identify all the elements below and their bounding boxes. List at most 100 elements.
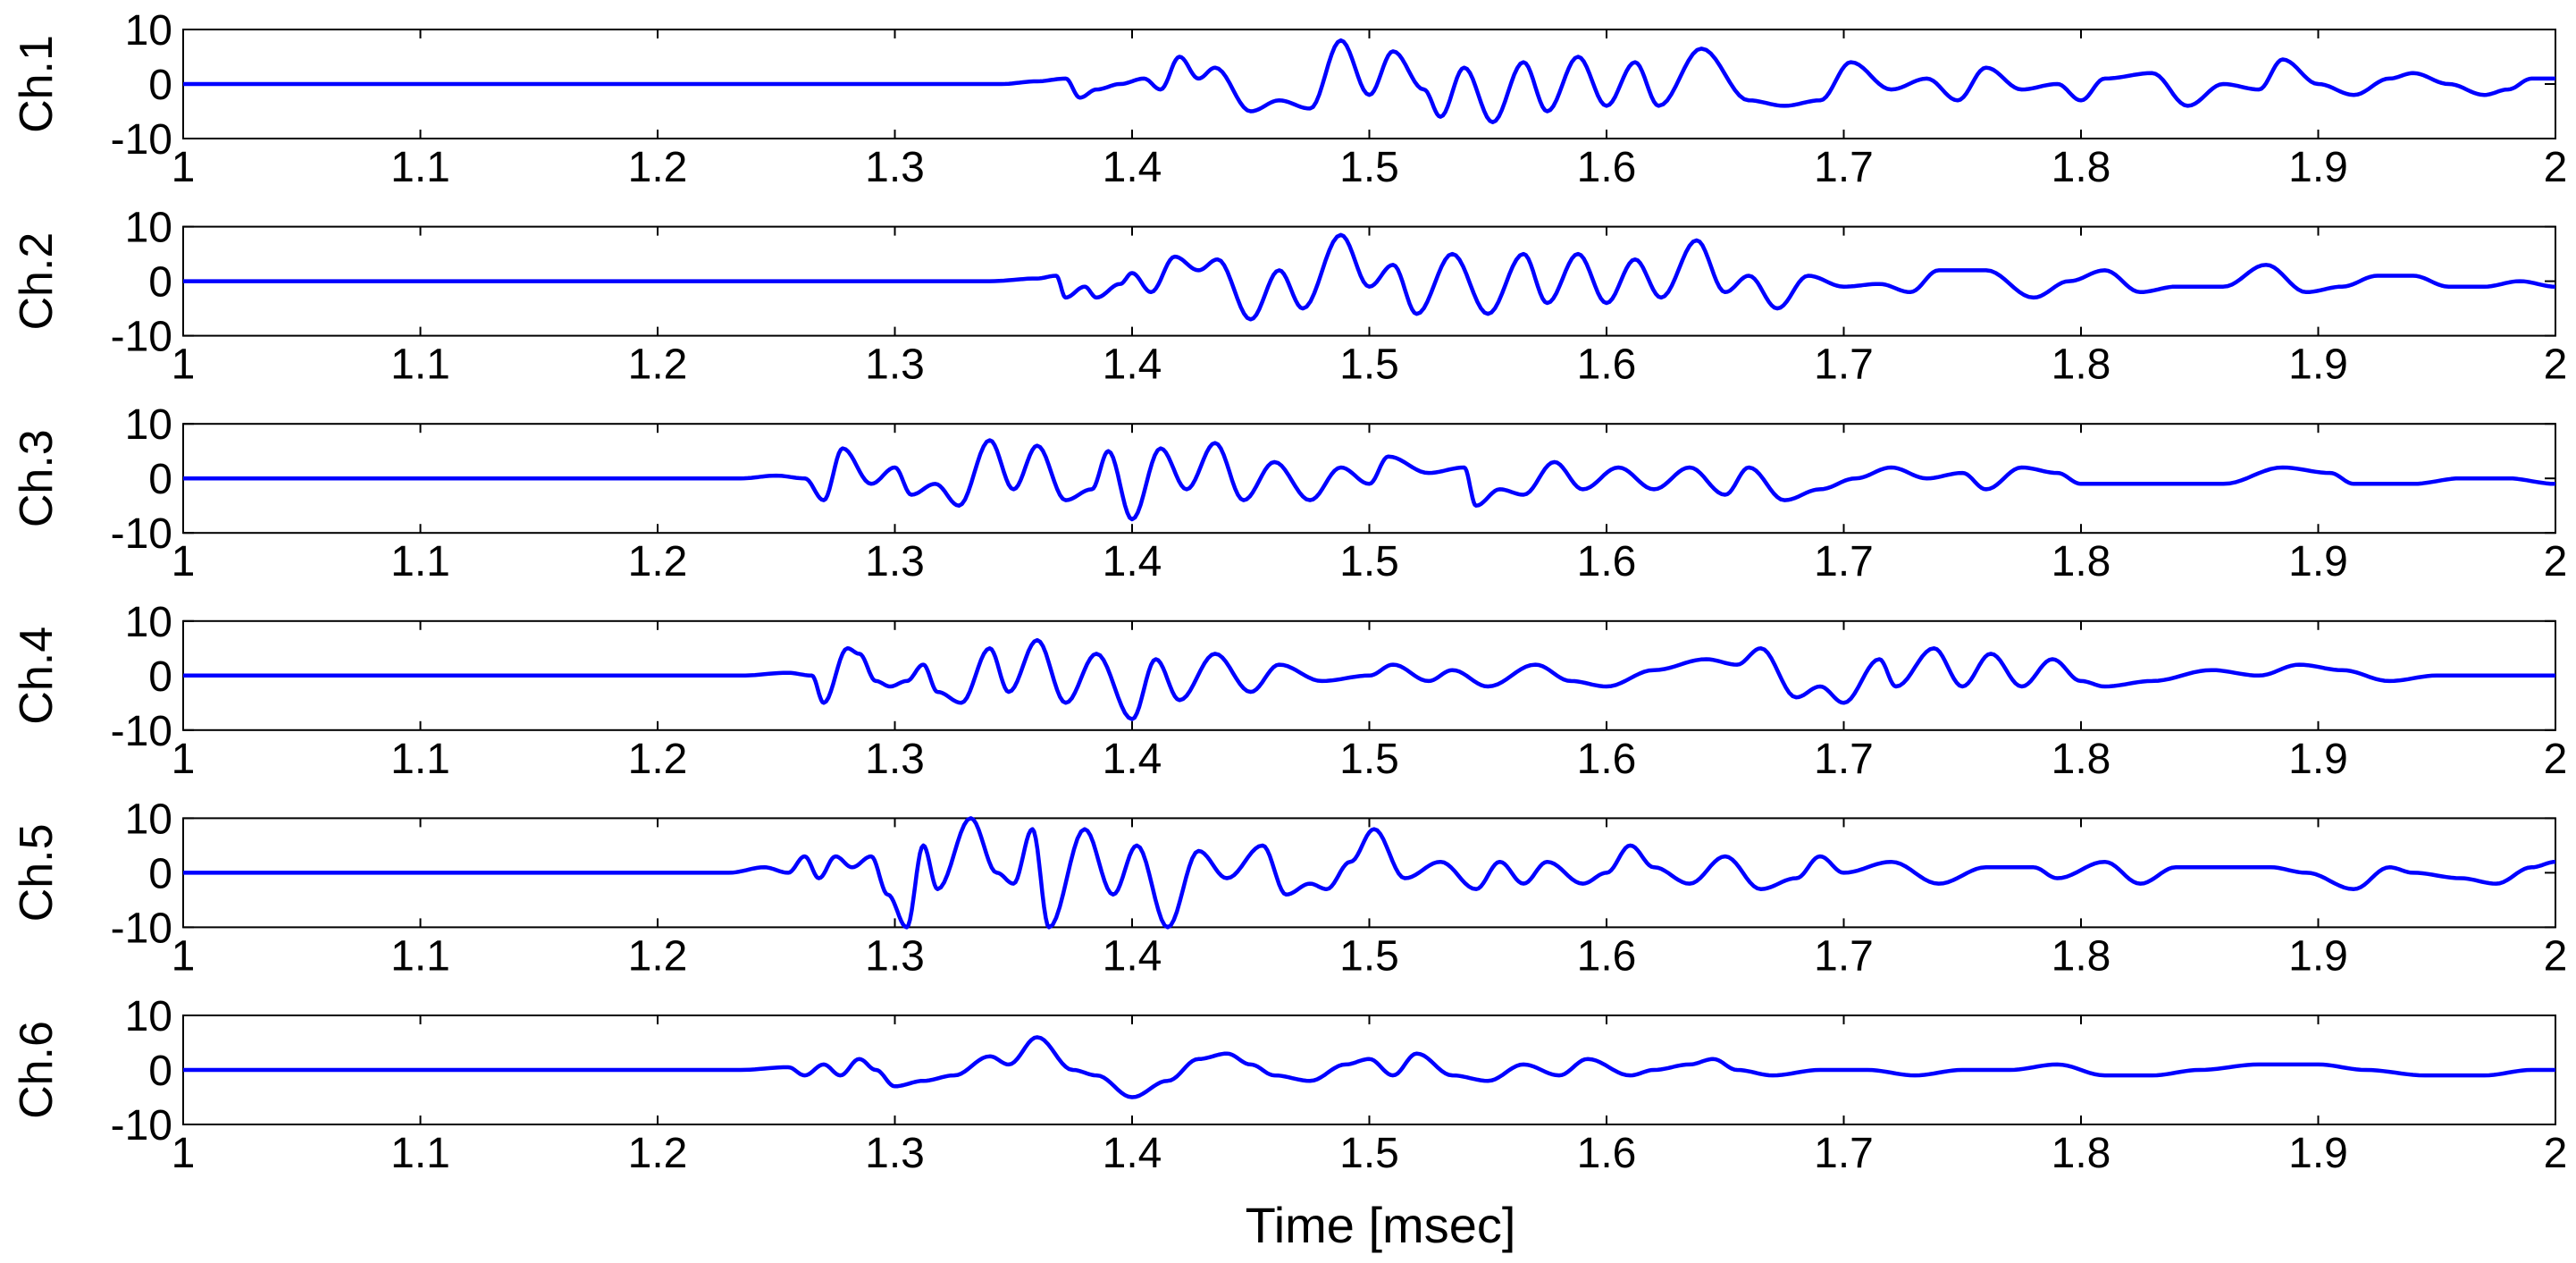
x-tick-label: 1.2 xyxy=(628,144,688,191)
x-tick-label: 1.1 xyxy=(390,1130,450,1177)
subplot-ch5: 1 1.1 1.2 1.3 1.4 1.5 1.6 1.7 1.8 1.9 2 -10 0 10 Ch.5 xyxy=(11,796,2567,980)
channel-label: Ch.6 xyxy=(11,1021,63,1119)
x-tick-label: 1.6 xyxy=(1577,1130,1637,1177)
x-tick-label: 1.4 xyxy=(1103,144,1162,191)
x-tick-label: 1.4 xyxy=(1103,538,1162,585)
x-tick-label: 1.6 xyxy=(1577,932,1637,980)
x-tick-label: 1.6 xyxy=(1577,538,1637,585)
y-tick-label: -10 xyxy=(111,905,172,952)
y-tick-label: 0 xyxy=(148,850,172,897)
x-tick-label: 1 xyxy=(172,932,196,980)
y-tick-label: -10 xyxy=(111,116,172,164)
x-tick-label: 1.2 xyxy=(628,1130,688,1177)
y-tick-label: 10 xyxy=(125,401,172,449)
x-tick-label: 1 xyxy=(172,538,196,585)
x-tick-label: 1.7 xyxy=(1814,932,1874,980)
x-axis-title: Time [msec] xyxy=(1246,1197,1516,1253)
x-tick-label: 1.7 xyxy=(1814,736,1874,783)
x-tick-label: 1.7 xyxy=(1814,538,1874,585)
x-tick-label: 2 xyxy=(2544,341,2568,389)
x-tick-label: 1.3 xyxy=(865,341,925,389)
y-tick-label: 10 xyxy=(125,993,172,1040)
x-tick-label: 1.8 xyxy=(2052,1130,2111,1177)
y-tick-label: 10 xyxy=(125,796,172,843)
x-tick-label: 1.9 xyxy=(2288,144,2348,191)
y-tick-label: 10 xyxy=(125,599,172,646)
series-line xyxy=(183,38,2555,124)
x-tick-label: 1.5 xyxy=(1339,341,1399,389)
series-line xyxy=(183,1035,2555,1099)
x-tick-label: 1.7 xyxy=(1814,144,1874,191)
y-tick-label: -10 xyxy=(111,708,172,755)
channel-label: Ch.1 xyxy=(11,35,63,133)
channel-label: Ch.2 xyxy=(11,232,63,331)
channel-label: Ch.3 xyxy=(11,429,63,527)
x-tick-label: 1.3 xyxy=(865,736,925,783)
y-tick-label: 10 xyxy=(125,7,172,55)
x-tick-label: 1.4 xyxy=(1103,736,1162,783)
subplot-stack: 1 1.1 1.2 1.3 1.4 1.5 1.6 1.7 1.8 1.9 2-10010Ch.11… xyxy=(11,7,2567,1177)
x-tick-label: 1.8 xyxy=(2052,736,2111,783)
x-tick-label: 1.6 xyxy=(1577,341,1637,389)
x-tick-label: 1.2 xyxy=(628,736,688,783)
channel-label: Ch.4 xyxy=(11,627,63,725)
x-tick-label: 1.5 xyxy=(1339,144,1399,191)
x-tick-label: 1.3 xyxy=(865,1130,925,1177)
series-line xyxy=(183,637,2555,721)
y-tick-label: 0 xyxy=(148,653,172,701)
x-tick-label: 1.5 xyxy=(1339,932,1399,980)
series-line xyxy=(183,816,2556,930)
y-tick-label: 0 xyxy=(148,1048,172,1095)
x-tick-label: 1.8 xyxy=(2052,932,2111,980)
y-tick-label: 0 xyxy=(148,62,172,109)
y-tick-label: 0 xyxy=(148,456,172,503)
x-tick-label: 1.1 xyxy=(390,538,450,585)
x-tick-label: 1 xyxy=(172,144,196,191)
x-tick-label: 1.8 xyxy=(2052,538,2111,585)
x-tick-label: 1.9 xyxy=(2288,932,2348,980)
x-tick-label: 1.5 xyxy=(1339,736,1399,783)
x-tick-label: 1.6 xyxy=(1577,736,1637,783)
x-tick-label: 1.9 xyxy=(2288,736,2348,783)
y-tick-label: -10 xyxy=(111,314,172,361)
x-tick-label: 1 xyxy=(172,341,196,389)
x-tick-label: 1.7 xyxy=(1814,341,1874,389)
x-tick-label: 2 xyxy=(2544,1130,2568,1177)
series-line xyxy=(183,438,2556,522)
x-tick-label: 1.6 xyxy=(1577,144,1637,191)
x-tick-label: 1.9 xyxy=(2288,1130,2348,1177)
y-tick-label: 0 xyxy=(148,259,172,307)
y-tick-label: -10 xyxy=(111,1102,172,1149)
y-tick-label: -10 xyxy=(111,510,172,558)
channel-label: Ch.5 xyxy=(11,823,63,922)
x-tick-label: 1.5 xyxy=(1339,1130,1399,1177)
x-tick-label: 1.4 xyxy=(1103,341,1162,389)
x-tick-label: 1.2 xyxy=(628,932,688,980)
subplot-ch4: 1 1.1 1.2 1.3 1.4 1.5 1.6 1.7 1.8 1.9 2 -10 0 10 Ch.4 xyxy=(11,599,2567,783)
x-tick-label: 1.5 xyxy=(1339,538,1399,585)
x-tick-label: 1.4 xyxy=(1103,932,1162,980)
y-tick-label: 10 xyxy=(125,205,172,252)
x-tick-label: 2 xyxy=(2544,736,2568,783)
subplot-ch6: 1 1.1 1.2 1.3 1.4 1.5 1.6 1.7 1.8 1.9 2 -10 0 10 Ch.6 xyxy=(11,993,2567,1177)
x-tick-label: 1.1 xyxy=(390,736,450,783)
x-tick-label: 1.2 xyxy=(628,538,688,585)
x-tick-label: 1.3 xyxy=(865,144,925,191)
x-tick-label: 2 xyxy=(2544,538,2568,585)
x-tick-label: 1.9 xyxy=(2288,341,2348,389)
series-line xyxy=(183,232,2556,322)
x-tick-label: 1.3 xyxy=(865,932,925,980)
x-tick-label: 1.4 xyxy=(1103,1130,1162,1177)
x-tick-label: 1.8 xyxy=(2052,144,2111,191)
subplot-ch1: 1 1.1 1.2 1.3 1.4 1.5 1.6 1.7 1.8 1.9 2 -10 0 10 Ch.1 xyxy=(11,7,2567,191)
x-tick-label: 1 xyxy=(172,736,196,783)
x-tick-label: 2 xyxy=(2544,144,2568,191)
x-tick-label: 1.1 xyxy=(390,341,450,389)
subplot-ch3: 1 1.1 1.2 1.3 1.4 1.5 1.6 1.7 1.8 1.9 2 -10 0 10 Ch.3 xyxy=(11,401,2567,585)
subplot-ch2: 1 1.1 1.2 1.3 1.4 1.5 1.6 1.7 1.8 1.9 2 -10 0 10 Ch.2 xyxy=(11,205,2567,389)
x-tick-label: 1.1 xyxy=(390,932,450,980)
x-tick-label: 1.9 xyxy=(2288,538,2348,585)
x-tick-label: 1.2 xyxy=(628,341,688,389)
x-tick-label: 1.1 xyxy=(390,144,450,191)
